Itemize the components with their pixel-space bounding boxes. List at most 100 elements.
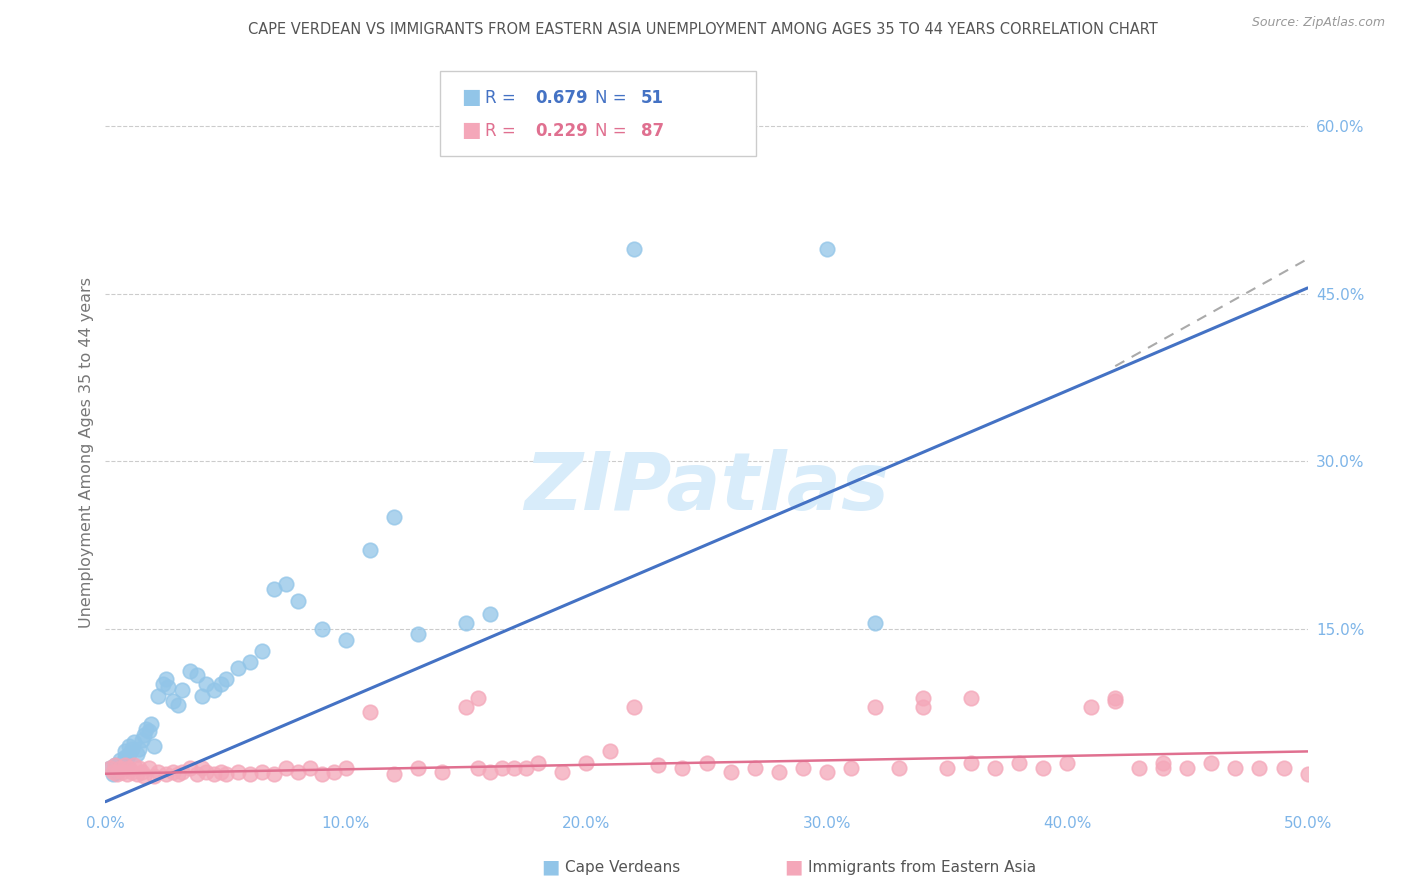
Point — [179, 761, 201, 775]
Point — [115, 757, 138, 772]
Point — [744, 761, 766, 775]
Point — [162, 764, 184, 779]
Point — [263, 766, 285, 780]
Point — [887, 761, 910, 775]
Point — [960, 690, 983, 705]
Point — [114, 744, 136, 758]
Point — [226, 661, 249, 675]
Point — [274, 761, 297, 775]
Text: R =: R = — [485, 89, 522, 107]
Point — [162, 694, 184, 708]
Point — [98, 761, 121, 775]
Point — [148, 764, 170, 779]
Point — [792, 761, 814, 775]
Point — [1249, 761, 1271, 775]
Point — [1152, 761, 1174, 775]
Point — [128, 761, 150, 775]
Point — [960, 756, 983, 770]
Point — [984, 761, 1007, 775]
Point — [359, 706, 381, 720]
Point — [335, 632, 357, 647]
Point — [195, 764, 218, 779]
Point — [1104, 694, 1126, 708]
Point — [623, 699, 645, 714]
Point — [125, 747, 148, 761]
Point — [209, 677, 232, 691]
Point — [114, 757, 136, 772]
Point — [148, 689, 170, 703]
Point — [125, 766, 148, 780]
Point — [720, 764, 742, 779]
Text: Immigrants from Eastern Asia: Immigrants from Eastern Asia — [808, 861, 1036, 875]
Point — [1104, 690, 1126, 705]
Text: ■: ■ — [461, 87, 481, 107]
Point — [839, 761, 862, 775]
Point — [768, 764, 790, 779]
Text: CAPE VERDEAN VS IMMIGRANTS FROM EASTERN ASIA UNEMPLOYMENT AMONG AGES 35 TO 44 YE: CAPE VERDEAN VS IMMIGRANTS FROM EASTERN … — [247, 22, 1159, 37]
Text: N =: N = — [595, 121, 631, 139]
Point — [263, 582, 285, 597]
Point — [911, 690, 934, 705]
Point — [214, 766, 236, 780]
Point — [515, 761, 537, 775]
Point — [311, 766, 333, 780]
Point — [287, 764, 309, 779]
Point — [911, 699, 934, 714]
Point — [226, 764, 249, 779]
Point — [155, 672, 177, 686]
Point — [1296, 766, 1319, 780]
Point — [479, 607, 502, 621]
Point — [467, 690, 489, 705]
Point — [1225, 761, 1247, 775]
Point — [214, 672, 236, 686]
Point — [250, 644, 273, 658]
Point — [172, 683, 194, 698]
Point — [111, 761, 134, 775]
Text: 51: 51 — [641, 89, 664, 107]
Point — [1201, 756, 1223, 770]
Text: 0.229: 0.229 — [536, 121, 589, 139]
Point — [936, 761, 959, 775]
Point — [142, 739, 165, 753]
Text: ■: ■ — [541, 857, 560, 876]
Point — [527, 756, 550, 770]
Point — [104, 757, 127, 772]
Point — [479, 764, 502, 779]
Point — [118, 747, 141, 761]
Point — [121, 764, 143, 779]
Point — [1008, 756, 1031, 770]
Point — [298, 761, 321, 775]
Point — [696, 756, 718, 770]
Point — [239, 655, 262, 669]
Point — [406, 627, 429, 641]
Point — [156, 680, 179, 694]
Point — [166, 698, 188, 712]
Point — [815, 242, 838, 256]
Point — [551, 764, 574, 779]
Point — [311, 622, 333, 636]
Y-axis label: Unemployment Among Ages 35 to 44 years: Unemployment Among Ages 35 to 44 years — [79, 277, 94, 628]
Point — [186, 668, 208, 682]
Text: ■: ■ — [461, 120, 481, 139]
Point — [195, 677, 218, 691]
Text: Cape Verdeans: Cape Verdeans — [565, 861, 681, 875]
Point — [190, 761, 212, 775]
Point — [382, 766, 405, 780]
Point — [111, 764, 134, 779]
Point — [114, 750, 136, 764]
Point — [128, 742, 150, 756]
Text: R =: R = — [485, 121, 522, 139]
Point — [155, 766, 177, 780]
Point — [430, 764, 453, 779]
Point — [135, 722, 157, 736]
Text: ZIPatlas: ZIPatlas — [524, 450, 889, 527]
Point — [118, 761, 141, 775]
Text: 87: 87 — [641, 121, 664, 139]
Point — [454, 615, 477, 630]
Point — [671, 761, 693, 775]
Point — [287, 593, 309, 607]
Point — [101, 764, 124, 779]
Point — [467, 761, 489, 775]
Point — [104, 757, 127, 772]
Point — [132, 769, 155, 783]
